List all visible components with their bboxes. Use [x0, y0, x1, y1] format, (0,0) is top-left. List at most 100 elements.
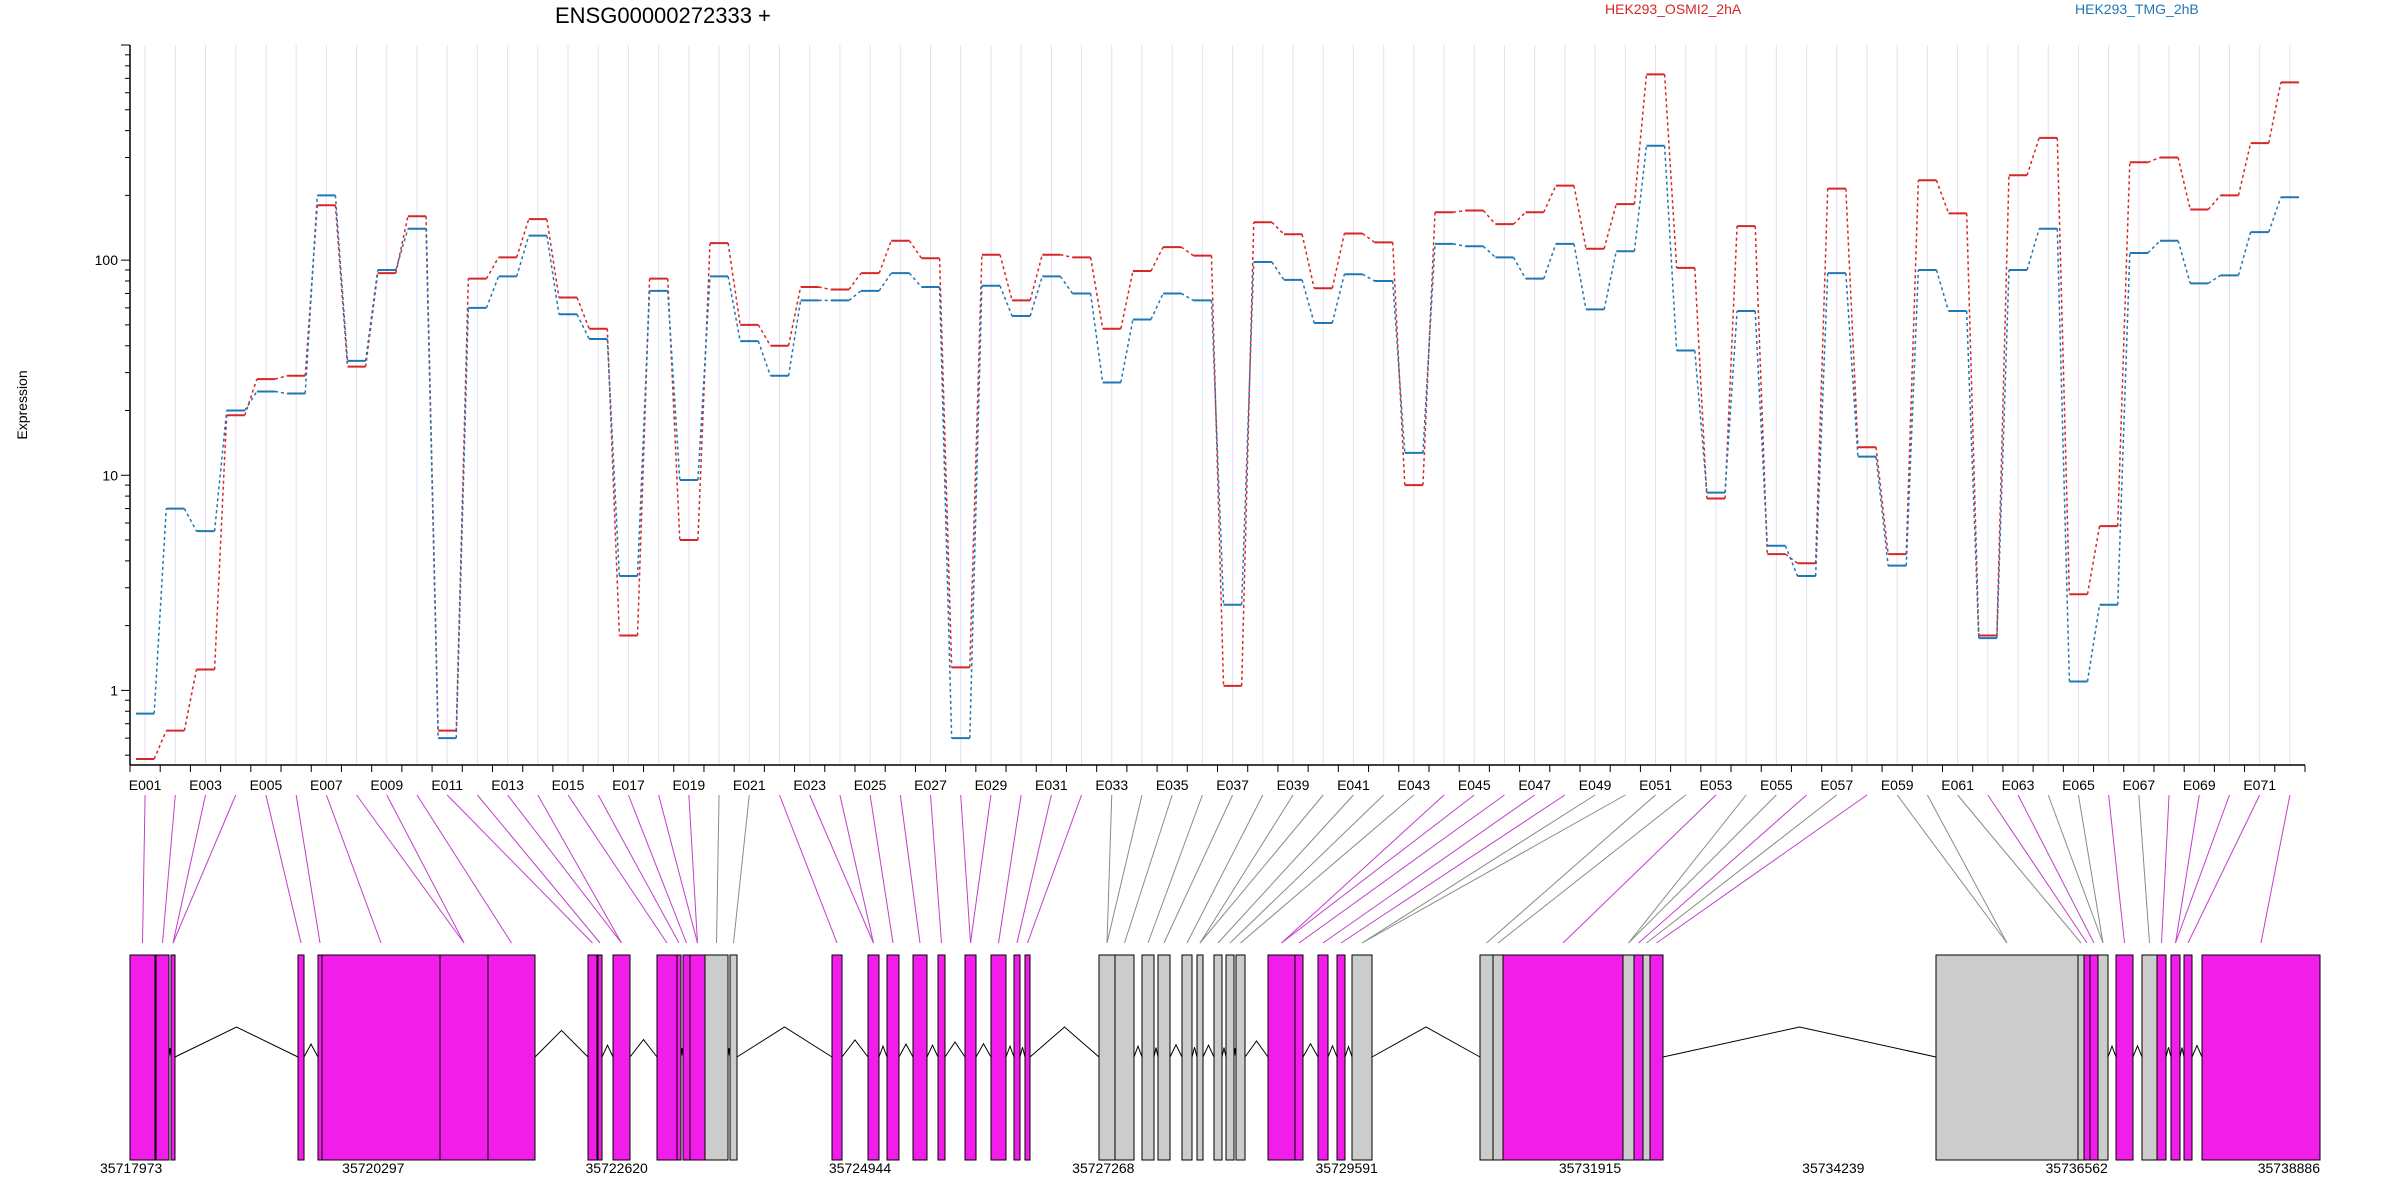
- x-tick-label-E047: E047: [1518, 777, 1551, 793]
- series-connector: [1965, 213, 1980, 636]
- series-connector: [1331, 274, 1346, 324]
- intron-line: [898, 1043, 914, 1058]
- exon-connector-E002: [162, 794, 176, 944]
- series-connector: [727, 242, 741, 326]
- intron-line: [1191, 1047, 1198, 1058]
- series-connector: [2086, 526, 2101, 595]
- series-connector: [1513, 211, 1527, 225]
- exon-block-8: [487, 954, 536, 1161]
- x-tick-label-E021: E021: [733, 777, 766, 793]
- exon-connector-E059: [1896, 794, 2008, 944]
- exon-block-25: [1013, 954, 1021, 1161]
- series-connector: [153, 730, 167, 760]
- series-connector: [2268, 197, 2282, 233]
- x-tick-label-E029: E029: [975, 777, 1008, 793]
- intron-line: [736, 1026, 833, 1058]
- intron-line: [2165, 1047, 2172, 1058]
- intron-line: [1029, 1026, 1100, 1058]
- exon-connector-lines: [142, 794, 2291, 944]
- exon-connector-E021: [733, 794, 750, 944]
- exon-connector-E051: [1486, 794, 1656, 944]
- series-connector: [787, 300, 802, 376]
- series-connector: [1120, 270, 1134, 329]
- exon-connector-E007: [325, 794, 382, 944]
- exon-block-24: [990, 954, 1007, 1161]
- exon-block-55: [2156, 954, 2167, 1161]
- coordinate-label-35720297: 35720297: [342, 1160, 405, 1176]
- exon-connector-E039: [1199, 794, 1294, 944]
- series-connector: [1029, 254, 1044, 301]
- series-connector: [818, 286, 831, 291]
- x-tick-label-E051: E051: [1639, 777, 1672, 793]
- x-tick-label-E049: E049: [1579, 777, 1612, 793]
- exon-block-56: [2170, 954, 2181, 1161]
- series-connector: [395, 228, 409, 271]
- series-connector: [425, 216, 439, 731]
- series-connector: [213, 410, 228, 532]
- series-connector: [183, 508, 198, 532]
- intron-line: [629, 1038, 658, 1058]
- intron-line: [534, 1029, 589, 1058]
- exon-connector-E025: [869, 794, 894, 944]
- x-tick-label-E065: E065: [2062, 777, 2095, 793]
- series-connector: [244, 378, 258, 416]
- exon-block-58: [2201, 954, 2321, 1161]
- coordinate-label-35722620: 35722620: [586, 1160, 649, 1176]
- series-connector: [1089, 293, 1104, 383]
- exon-block-21: [912, 954, 928, 1161]
- exon-connector-E046: [1298, 794, 1505, 944]
- exon-block-57: [2183, 954, 2193, 1161]
- exon-connector-E033: [1106, 794, 1113, 944]
- intron-line: [1344, 1044, 1353, 1058]
- series-connector: [938, 286, 953, 739]
- exon-connector-E049: [1361, 794, 1596, 944]
- intron-line: [2191, 1044, 2203, 1058]
- series-connector: [1845, 188, 1859, 448]
- exon-block-4: [297, 954, 305, 1161]
- exon-connector-E036: [1147, 794, 1203, 944]
- series-connector: [1724, 310, 1738, 493]
- series-connector: [455, 307, 470, 739]
- x-tick-label-E005: E005: [250, 777, 283, 793]
- series-connector: [183, 669, 198, 731]
- exon-block-11: [612, 954, 631, 1161]
- exon-connector-E003: [172, 794, 207, 944]
- exon-connector-E030: [998, 794, 1022, 944]
- series-connector: [878, 272, 892, 292]
- series-connector: [636, 290, 651, 577]
- exon-connector-E068: [2161, 794, 2170, 944]
- exon-connector-E029: [970, 794, 992, 944]
- series-connector: [999, 285, 1013, 317]
- series-connector: [2056, 228, 2071, 682]
- exon-block-23: [964, 954, 977, 1161]
- exon-block-29: [1141, 954, 1155, 1161]
- exon-block-15: [689, 954, 706, 1161]
- series-connector: [1060, 253, 1073, 259]
- series-connector: [1422, 243, 1436, 453]
- series-connector: [364, 269, 379, 362]
- exon-connector-E019: [688, 794, 698, 944]
- x-tick-label-E031: E031: [1035, 777, 1068, 793]
- axes: 1 10 100 E001 E003 E005 E007 E009 E011 E013 E015 E0…: [95, 44, 2306, 793]
- intron-line: [1133, 1044, 1143, 1058]
- exon-connector-E028: [960, 794, 971, 944]
- series-connector: [1694, 267, 1708, 499]
- exon-block-38: [1317, 954, 1329, 1161]
- series-connector: [938, 258, 953, 668]
- intron-line: [1302, 1042, 1319, 1058]
- exon-connector-E032: [1027, 794, 1083, 944]
- exon-connector-E042: [1229, 794, 1384, 944]
- series-connector: [1543, 185, 1557, 213]
- series-connector: [304, 195, 319, 394]
- series-connector: [1845, 273, 1859, 457]
- series-connector: [1150, 246, 1164, 272]
- x-tick-label-E013: E013: [491, 777, 524, 793]
- series-connector: [606, 328, 621, 636]
- exon-block-54: [2141, 954, 2158, 1161]
- exon-block-2: [155, 954, 170, 1161]
- intron-line: [841, 1039, 869, 1058]
- series-connector: [1362, 232, 1376, 243]
- exon-connector-E070: [2175, 794, 2230, 944]
- x-tick-label-E033: E033: [1095, 777, 1128, 793]
- x-tick-label-E027: E027: [914, 777, 947, 793]
